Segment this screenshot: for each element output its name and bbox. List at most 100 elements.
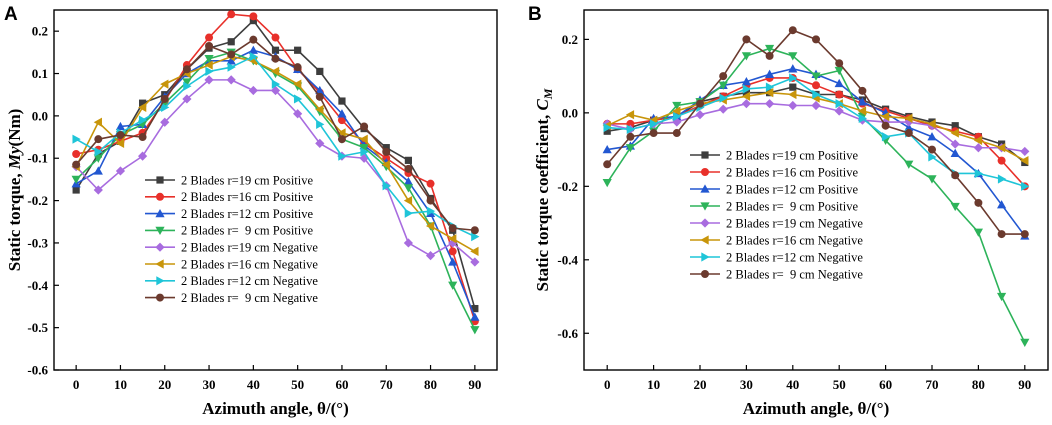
data-point	[741, 99, 751, 109]
data-point	[788, 89, 797, 100]
legend-marker	[156, 192, 164, 201]
data-point	[205, 42, 214, 50]
data-point	[293, 94, 303, 104]
data-point	[403, 184, 413, 193]
legend-item: 2 Blades r=16 cm Negative	[145, 257, 318, 271]
legend-item: 2 Blades r= 9 cm Positive	[690, 199, 858, 213]
data-point	[857, 106, 867, 116]
data-point	[788, 100, 798, 111]
data-point	[695, 110, 705, 120]
series-6	[71, 51, 479, 257]
data-point	[337, 116, 346, 125]
legend-label: 2 Blades r=19 cm Positive	[181, 173, 313, 187]
data-point	[182, 78, 192, 87]
legend-marker	[700, 202, 710, 211]
data-point	[835, 90, 844, 99]
data-point	[71, 175, 81, 185]
data-point	[382, 181, 391, 191]
legend-label: 2 Blades r=12 cm Positive	[181, 207, 313, 221]
data-point	[271, 54, 280, 63]
data-point	[997, 156, 1006, 165]
data-point	[673, 111, 682, 122]
legend-marker	[700, 235, 709, 245]
data-point	[138, 102, 147, 113]
y-tick-label: -0.2	[557, 179, 578, 194]
data-point	[316, 119, 325, 129]
data-point	[1020, 146, 1030, 157]
data-point	[881, 111, 890, 122]
x-tick-label: 80	[972, 377, 985, 392]
data-point	[381, 159, 390, 170]
data-point	[649, 129, 658, 138]
data-point	[471, 231, 480, 242]
data-point	[271, 46, 280, 54]
data-point	[470, 326, 480, 335]
data-point	[227, 62, 236, 72]
data-point	[161, 102, 170, 113]
data-point	[950, 128, 959, 138]
data-point	[204, 75, 214, 85]
data-point	[858, 86, 867, 95]
data-point	[93, 117, 102, 127]
legend-item: 2 Blades r=12 cm Positive	[145, 207, 313, 221]
data-point	[116, 130, 125, 139]
data-point	[788, 52, 798, 61]
data-point	[997, 174, 1007, 184]
legend-label: 2 Blades r= 9 cm Positive	[181, 224, 313, 238]
data-point	[93, 154, 103, 163]
y-tick-label: -0.4	[557, 252, 578, 267]
data-point	[1021, 181, 1030, 191]
y-tick-label: 0.0	[32, 108, 48, 123]
data-point	[812, 81, 820, 90]
x-tick-label: 20	[158, 377, 171, 392]
data-point	[271, 79, 281, 89]
data-point	[249, 16, 257, 25]
x-tick-label: 10	[647, 377, 660, 392]
data-point	[858, 113, 867, 123]
legend-item: 2 Blades r=19 cm Negative	[690, 216, 863, 230]
plot-frame	[583, 9, 1049, 371]
data-point	[139, 99, 147, 107]
data-point	[928, 145, 936, 154]
data-point	[470, 257, 480, 267]
data-point	[448, 224, 457, 233]
data-point	[672, 117, 682, 127]
data-point	[951, 122, 959, 130]
y-axis-title-subscript: M	[541, 88, 555, 100]
data-point	[788, 64, 798, 73]
data-point	[765, 51, 774, 60]
data-point	[138, 133, 147, 142]
legend-item: 2 Blades r=12 cm Negative	[145, 274, 318, 288]
data-point	[160, 94, 169, 103]
legend-item: 2 Blades r= 9 cm Positive	[145, 224, 313, 238]
legend-marker	[701, 270, 709, 278]
data-point	[338, 97, 346, 105]
data-point	[741, 52, 751, 61]
y-tick-label: -0.4	[27, 278, 48, 293]
data-point	[834, 66, 844, 76]
y-axis-title-unit: (Nm)	[5, 109, 24, 147]
data-point	[448, 247, 457, 256]
data-point	[293, 109, 303, 119]
data-point	[742, 35, 751, 44]
data-point	[404, 208, 413, 218]
data-point	[293, 79, 302, 89]
data-point	[1020, 338, 1030, 348]
data-point	[315, 138, 325, 149]
data-point	[448, 281, 458, 290]
data-point	[742, 89, 750, 97]
legend-label: 2 Blades r=19 cm Positive	[726, 148, 858, 162]
data-point	[226, 75, 236, 85]
x-tick-label: 20	[694, 377, 707, 392]
series-line	[607, 102, 1025, 153]
legend: 2 Blades r=19 cm Positive 2 Blades r=16 c…	[145, 173, 318, 305]
data-point	[603, 122, 612, 133]
legend-label: 2 Blades r=19 cm Negative	[181, 241, 318, 255]
data-point	[881, 132, 891, 142]
data-point	[997, 200, 1007, 209]
data-point	[811, 100, 821, 111]
legend-label: 2 Blades r=12 cm Negative	[181, 274, 318, 288]
data-point	[904, 129, 913, 138]
legend-item: 2 Blades r=19 cm Positive	[145, 173, 313, 187]
series-8	[72, 35, 479, 235]
